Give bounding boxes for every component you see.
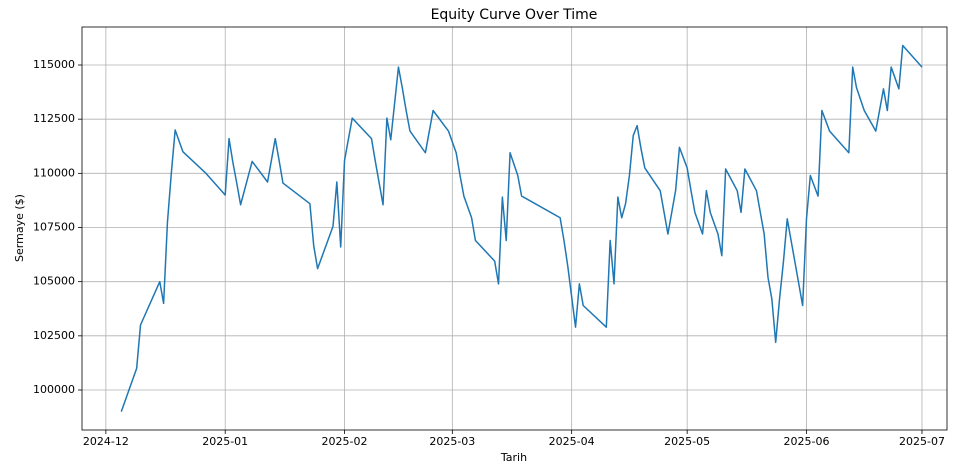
y-tick-label: 102500: [33, 329, 75, 342]
x-tick-label: 2025-06: [784, 435, 830, 448]
x-axis-label: Tarih: [500, 451, 527, 464]
plot-frame: [81, 26, 948, 431]
x-tick-label: 2025-07: [899, 435, 945, 448]
y-tick-label: 100000: [33, 383, 75, 396]
x-tick-label: 2025-05: [664, 435, 710, 448]
y-tick-label: 112500: [33, 112, 75, 125]
x-tick-label: 2025-03: [429, 435, 475, 448]
y-tick-label: 107500: [33, 221, 75, 234]
x-tick-label: 2024-12: [83, 435, 129, 448]
chart-title: Equity Curve Over Time: [431, 7, 598, 23]
x-tick-label: 2025-02: [322, 435, 368, 448]
y-tick-label: 110000: [33, 166, 75, 179]
x-tick-label: 2025-04: [549, 435, 595, 448]
y-tick-label: 105000: [33, 275, 75, 288]
equity-line: [120, 44, 923, 412]
y-axis-label: Sermaye ($): [13, 194, 26, 262]
y-tick-label: 115000: [33, 58, 75, 71]
x-tick-label: 2025-01: [202, 435, 248, 448]
